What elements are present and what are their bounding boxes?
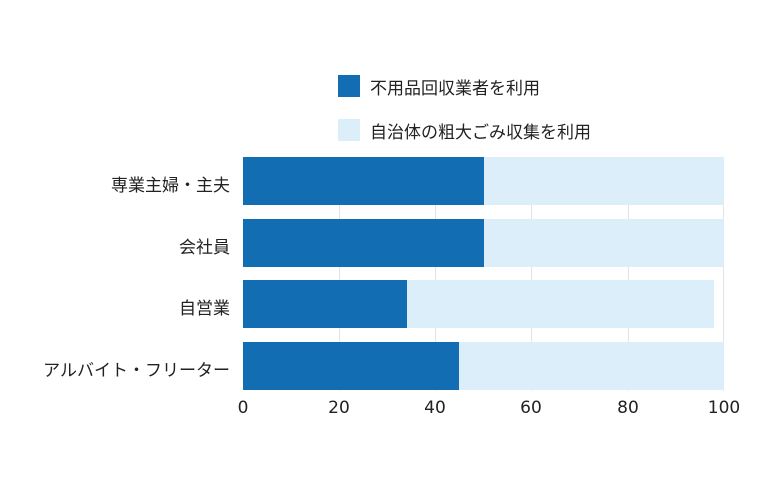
x-tick-label: 80	[617, 398, 639, 418]
legend-swatch-light	[338, 119, 360, 141]
legend-swatch-dark	[338, 75, 360, 97]
legend-label: 自治体の粗大ごみ収集を利用	[370, 122, 591, 143]
x-tick-label: 20	[328, 398, 350, 418]
chart-legend: 不用品回収業者を利用 自治体の粗大ごみ収集を利用	[338, 74, 591, 162]
bar-segment	[459, 342, 724, 390]
gridline	[435, 157, 436, 391]
bar-segment	[483, 219, 724, 267]
x-tick-label: 0	[237, 398, 249, 418]
y-category-label: 会社員	[179, 238, 230, 258]
bar-segment	[243, 280, 407, 328]
y-category-label: アルバイト・フリーター	[43, 361, 230, 381]
legend-label: 不用品回収業者を利用	[370, 78, 540, 99]
bar-row	[243, 342, 724, 390]
bar-row	[243, 219, 724, 267]
x-tick-label: 100	[707, 398, 741, 418]
bar-row	[243, 280, 715, 328]
bar-segment	[243, 342, 460, 390]
y-category-label: 自営業	[179, 299, 230, 319]
gridline	[339, 157, 340, 391]
bar-segment	[483, 157, 724, 205]
x-tick-label: 40	[424, 398, 446, 418]
legend-item-jichitai: 自治体の粗大ごみ収集を利用	[338, 118, 591, 143]
gridline	[531, 157, 532, 391]
bar-segment	[243, 157, 484, 205]
x-tick-label: 60	[520, 398, 542, 418]
bar-segment	[406, 280, 715, 328]
gridline	[628, 157, 629, 391]
y-category-label: 専業主婦・主夫	[111, 176, 230, 196]
legend-item-gyosha: 不用品回収業者を利用	[338, 74, 591, 99]
gridline	[723, 157, 724, 391]
plot-area	[243, 157, 724, 391]
bar-segment	[243, 219, 484, 267]
bar-row	[243, 157, 724, 205]
